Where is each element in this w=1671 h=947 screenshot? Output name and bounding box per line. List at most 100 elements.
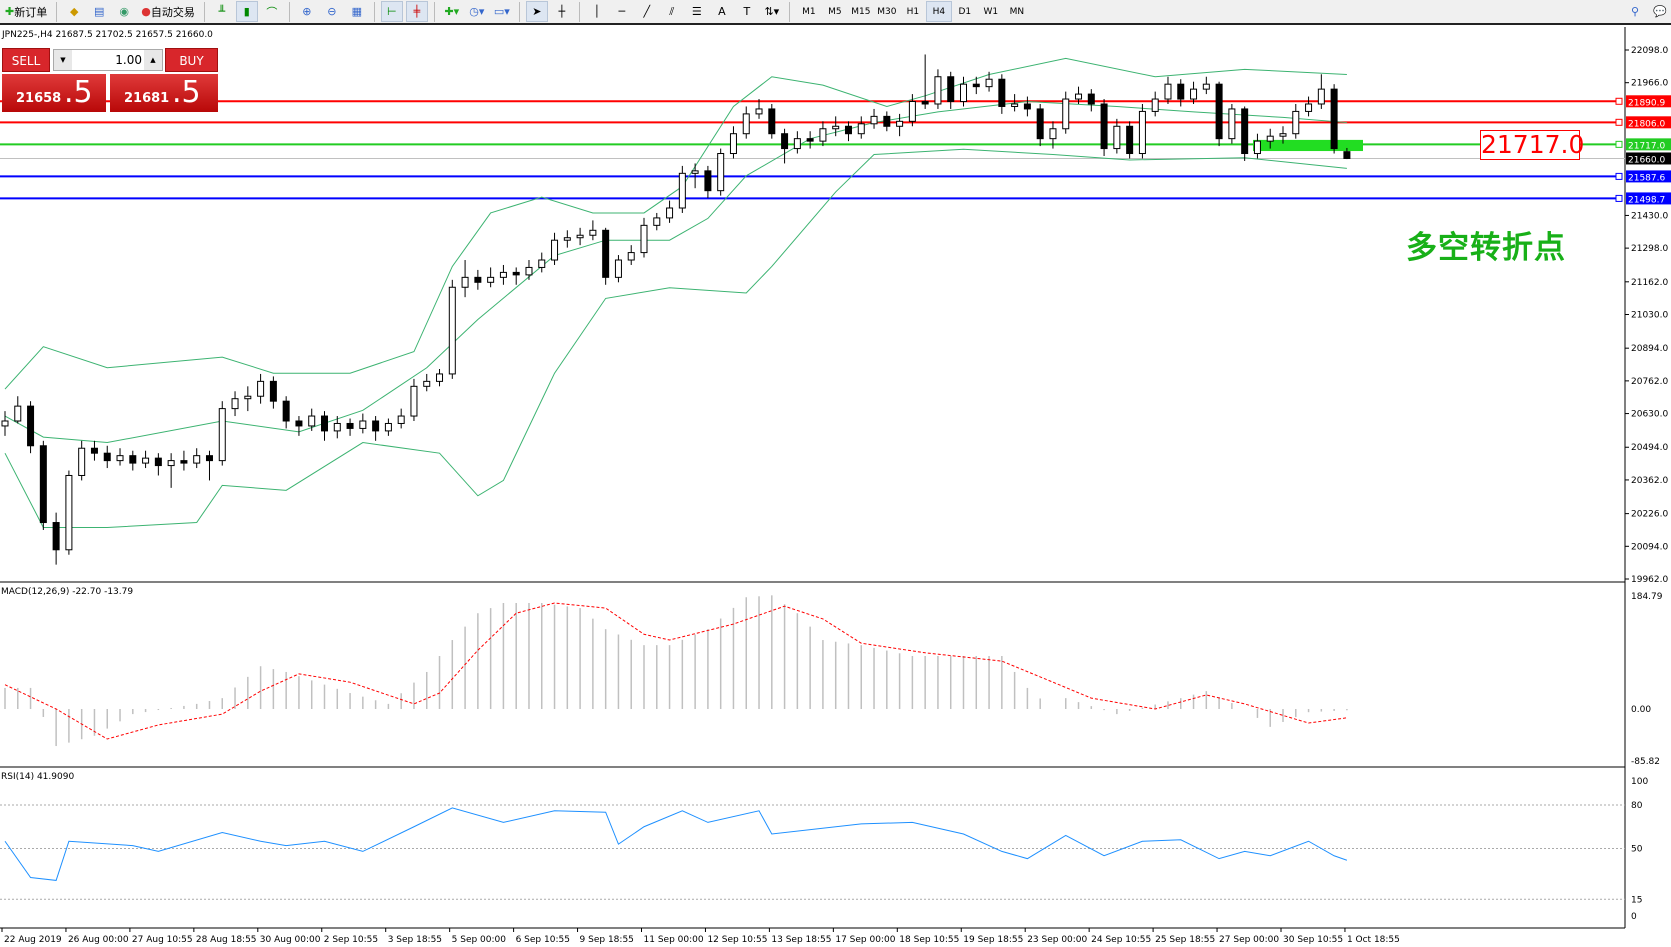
candle-body (819, 128, 827, 142)
line-chart-button[interactable]: ⌒ (261, 1, 283, 22)
timeframe-m30[interactable]: M30 (877, 6, 897, 17)
candle-body (602, 229, 610, 278)
horizontal-line-button[interactable]: ─ (611, 1, 633, 22)
market-watch-button[interactable]: ◆ (63, 1, 85, 22)
vertical-line-button[interactable]: │ (586, 1, 608, 22)
candle-body (1317, 88, 1325, 105)
annotation-text[interactable]: 多空转折点 (1406, 230, 1566, 266)
time-tick-label: 1 Oct 18:55 (1347, 935, 1400, 945)
equidistant-channel-button[interactable]: ⫽ (661, 1, 683, 22)
level-handle (1615, 194, 1623, 202)
macd-label: MACD(12,26,9) -22.70 -13.79 (1, 587, 134, 597)
timeframe-mn[interactable]: MN (1009, 6, 1025, 17)
timeframe-h4[interactable]: H4 (925, 1, 952, 22)
time-tick-label: 30 Aug 00:00 (260, 935, 321, 945)
candle-body (1343, 151, 1351, 159)
fibonacci-button[interactable]: ☰ (686, 1, 708, 22)
lot-increase-button[interactable]: ▲ (144, 50, 162, 70)
cursor-button[interactable]: ➤ (525, 1, 548, 22)
timeframe-m1[interactable]: M1 (802, 6, 816, 17)
chart-shift-button[interactable]: ⊢ (380, 1, 403, 22)
lot-input[interactable] (74, 51, 142, 69)
candle (1317, 74, 1325, 109)
sell-price-button[interactable]: 21658 .5 (2, 74, 106, 112)
trendline-icon: ╱ (643, 5, 651, 18)
level-price-label: 21587.6 (1628, 173, 1665, 183)
autoscroll-button[interactable]: ╪ (405, 1, 428, 22)
candle (269, 376, 277, 409)
buy-price-main: 21681 (124, 91, 170, 106)
candle (282, 396, 290, 429)
text-label-button[interactable]: T (736, 1, 758, 22)
zoom-in-button[interactable]: ⊕ (296, 1, 318, 22)
candle (410, 378, 418, 421)
candle (781, 128, 789, 164)
search-button[interactable]: ⚲ (1624, 1, 1646, 22)
candle (257, 373, 265, 404)
macd-tick-label: 0.00 (1631, 705, 1651, 715)
crosshair-button[interactable]: ┼ (551, 1, 573, 22)
timeframe-m5[interactable]: M5 (828, 6, 842, 17)
time-tick-label: 26 Aug 00:00 (68, 935, 129, 945)
indicators-button[interactable]: ✚▾ (441, 1, 463, 22)
candle (844, 121, 852, 142)
time-tick-label: 27 Aug 10:55 (132, 935, 193, 945)
fibonacci-icon: ☰ (691, 5, 702, 18)
candle (308, 408, 316, 431)
candle-body (921, 101, 929, 105)
candle-body (896, 120, 904, 127)
text-button[interactable]: A (711, 1, 733, 22)
arrows-button[interactable]: ⇅▾ (761, 1, 783, 22)
candle-body (154, 457, 162, 467)
period-button[interactable]: ◷▾ (466, 1, 488, 22)
time-tick-label: 2 Sep 10:55 (324, 935, 378, 945)
level-text-label[interactable]: 21717.0 (1480, 130, 1585, 160)
chat-button[interactable]: 💬 (1649, 1, 1671, 22)
tile-windows-button[interactable]: ▦ (346, 1, 368, 22)
turning-point-zone (1253, 139, 1363, 152)
candle-body (78, 447, 86, 476)
buy-price-button[interactable]: 21681 .5 (110, 74, 218, 112)
zoom-out-button[interactable]: ⊖ (321, 1, 343, 22)
candle-body (231, 398, 239, 410)
candle-body (423, 380, 431, 387)
timeframe-h1[interactable]: H1 (906, 6, 920, 17)
lot-decrease-button[interactable]: ▼ (54, 50, 72, 70)
time-tick-label: 3 Sep 18:55 (388, 935, 442, 945)
buy-button[interactable]: BUY (165, 48, 218, 72)
divider (56, 1, 58, 22)
trendline-button[interactable]: ╱ (636, 1, 658, 22)
candle (231, 391, 239, 417)
candle-body (359, 420, 367, 429)
timeframe-d1[interactable]: D1 (958, 6, 972, 17)
candle (384, 418, 392, 436)
price-tick-label: 20226.0 (1631, 510, 1668, 520)
sell-button[interactable]: SELL (2, 48, 50, 72)
candle (755, 99, 763, 119)
candle-body (1241, 108, 1249, 155)
candle (423, 373, 431, 392)
auto-trading-button[interactable]: ● 自动交易 (141, 5, 195, 19)
candle (154, 453, 162, 476)
candle-body (844, 125, 852, 135)
candle (1113, 118, 1121, 154)
candle (1305, 96, 1313, 117)
candle (90, 440, 98, 461)
candle-body (295, 420, 303, 427)
timeframe-m15[interactable]: M15 (851, 6, 871, 17)
bar-chart-button[interactable]: ╨ (211, 1, 233, 22)
level-price-badge (1626, 170, 1671, 183)
candle (499, 264, 507, 285)
signal-button[interactable]: ◉ (113, 1, 135, 22)
candle-body (205, 455, 213, 462)
candlestick-button[interactable]: ▮ (235, 1, 258, 22)
timeframe-w1[interactable]: W1 (983, 6, 999, 17)
data-window-button[interactable]: ▤ (88, 1, 110, 22)
candle-body (269, 380, 277, 402)
new-order-button[interactable]: ✚ 新订单 (5, 5, 48, 19)
price-tick-label: 20630.0 (1631, 410, 1668, 420)
templates-button[interactable]: ▭▾ (491, 1, 513, 22)
candle-body (755, 108, 763, 115)
candle-body (857, 123, 865, 135)
chart-area[interactable]: 22098.0 21966.0 21430.0 21298.0 21162.0 21030… (0, 27, 1671, 947)
